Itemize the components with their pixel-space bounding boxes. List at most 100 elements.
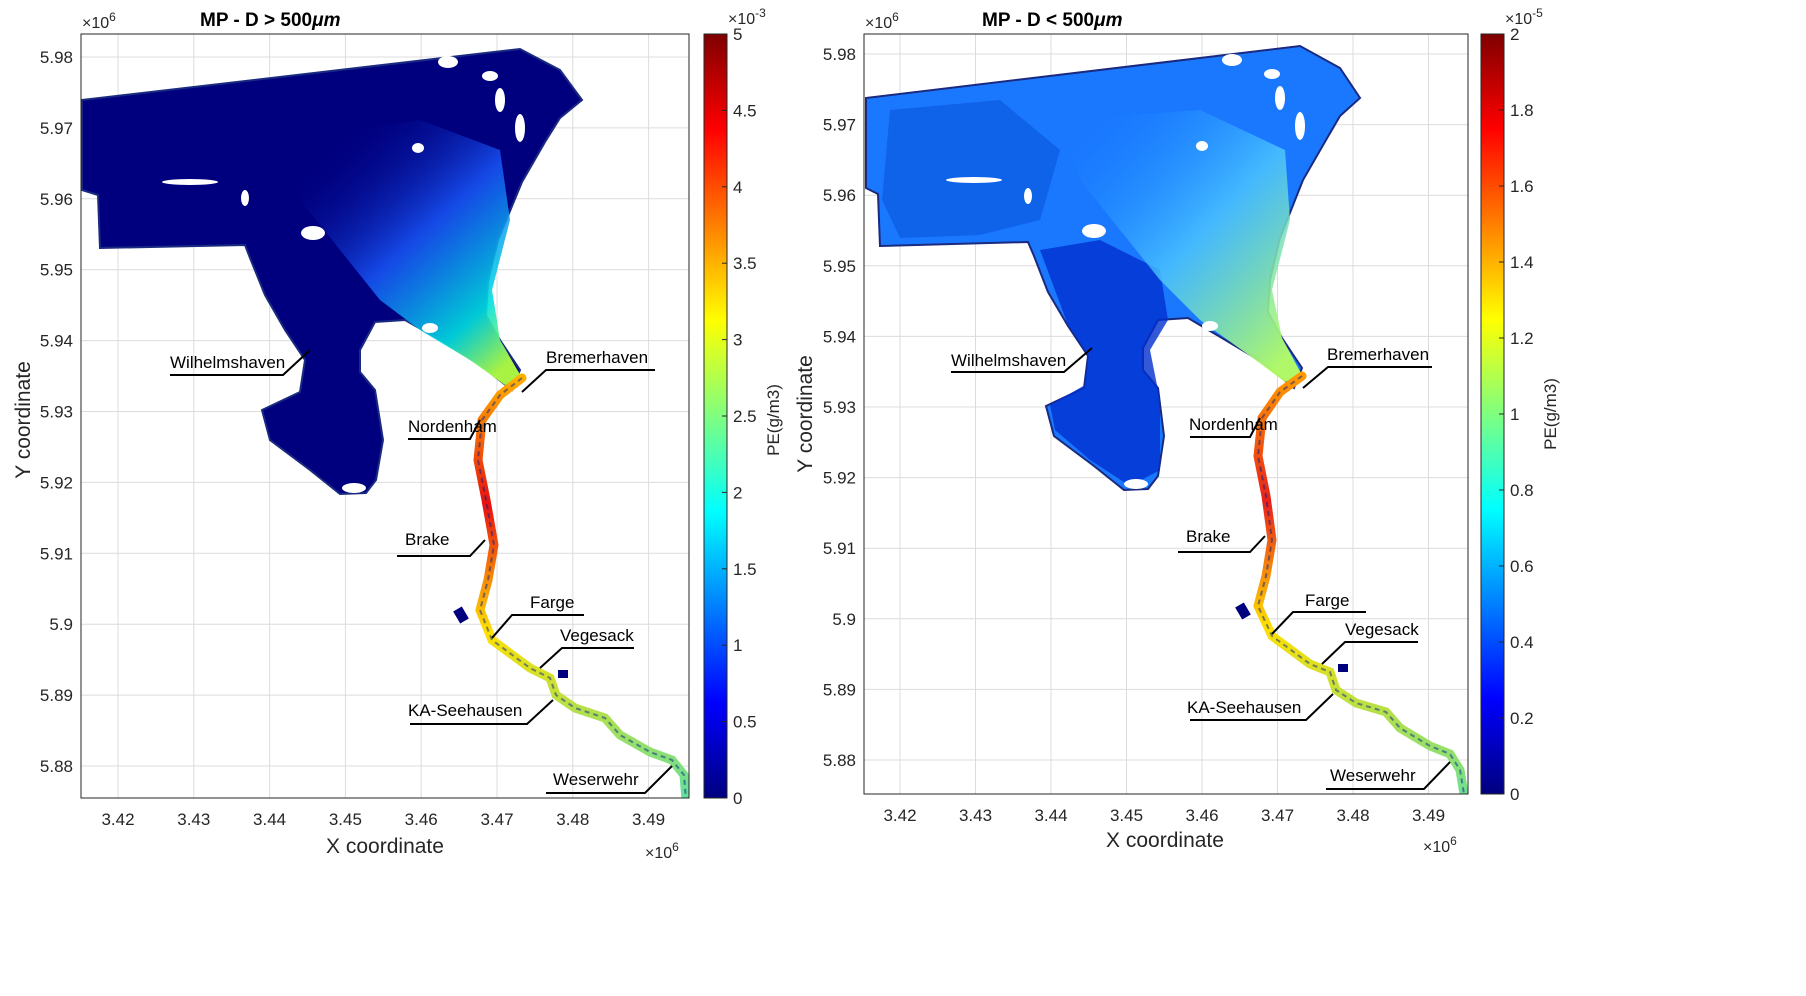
x-tick-label: 3.42	[101, 810, 134, 829]
colorbar-tick-label: 1	[1510, 405, 1519, 424]
label-wilhelmshaven: Wilhelmshaven	[951, 351, 1066, 370]
weser-river	[473, 373, 689, 798]
label-nordenham: Nordenham	[408, 417, 497, 436]
y-tick-label: 5.94	[40, 332, 73, 351]
colorbar-tick-label: 4.5	[733, 101, 757, 120]
y-axis-label: Y coordinate	[12, 361, 35, 479]
colorbar-tick-label: 1.4	[1510, 253, 1534, 272]
colorbar-label: PE(g/m3)	[764, 384, 783, 456]
map-panel-large-particles: 3.42 3.43 3.44 3.45 3.46 3.47 3.48 3.49 5.885.8…	[12, 6, 783, 862]
estuary-water-body	[81, 47, 584, 496]
y-tick-label: 5.9	[832, 610, 856, 629]
label-bremerhaven: Bremerhaven	[546, 348, 648, 367]
y-tick-labels: 5.88 5.89 5.9 5.91 5.92 5.93 5.94 5.95 5.96 5.97 5…	[823, 45, 856, 770]
y-tick-label: 5.89	[40, 686, 73, 705]
colorbar-label: PE(g/m3)	[1541, 378, 1560, 450]
x-tick-label: 3.46	[405, 810, 438, 829]
colorbar-tick-label: 1.2	[1510, 329, 1534, 348]
colorbar-tick-label: 0	[733, 789, 742, 808]
colorbar-tick-label: 1	[733, 636, 742, 655]
colorbar-tick-label: 0.4	[1510, 633, 1534, 652]
place-labels: Wilhelmshaven Bremerhaven Nordenham Brak…	[951, 345, 1451, 790]
label-brake: Brake	[405, 530, 449, 549]
concentration-plume	[1060, 110, 1302, 382]
label-vegesack: Vegesack	[1345, 620, 1419, 639]
colorbar-tick-label: 0.8	[1510, 481, 1534, 500]
colorbar-tick-label: 5	[733, 25, 742, 44]
y-tick-label: 5.96	[40, 190, 73, 209]
map-field	[865, 44, 1468, 794]
y-tick-label: 5.95	[40, 261, 73, 280]
x-tick-label: 3.43	[177, 810, 210, 829]
colorbar-exponent: ×10-3	[728, 6, 766, 28]
label-brake: Brake	[1186, 527, 1230, 546]
colorbar-tick-label: 3.5	[733, 254, 757, 273]
place-labels: Wilhelmshaven Bremerhaven Nordenham Brak…	[170, 348, 673, 794]
label-farge: Farge	[530, 593, 574, 612]
colorbar-tick-labels: 0 0.5 1 1.5 2 2.5 3 3.5 4 4.5 5	[722, 25, 757, 808]
y-tick-label: 5.98	[823, 45, 856, 64]
x-tick-label: 3.46	[1185, 806, 1218, 825]
x-tick-labels: 3.42 3.43 3.44 3.45 3.46 3.47 3.48 3.49	[101, 810, 665, 829]
y-tick-label: 5.97	[40, 119, 73, 138]
colorbar: 0 0.2 0.4 0.6 0.8 1 1.2 1.4 1.6 1.8 2 ×10-5 PE(g/m…	[1480, 6, 1560, 804]
y-tick-label: 5.97	[823, 116, 856, 135]
colorbar-tick-label: 2.5	[733, 407, 757, 426]
panel-title: MP - D > 500μm	[200, 10, 341, 31]
x-axis-label: X coordinate	[1106, 829, 1224, 852]
colorbar-tick-label: 0.2	[1510, 709, 1534, 728]
colorbar-tick-label: 1.5	[733, 560, 757, 579]
colorbar-tick-labels: 0 0.2 0.4 0.6 0.8 1 1.2 1.4 1.6 1.8 2	[1499, 25, 1534, 804]
panel-title: MP - D < 500μm	[982, 10, 1123, 31]
label-vegesack: Vegesack	[560, 626, 634, 645]
label-weserwehr: Weserwehr	[1330, 766, 1416, 785]
y-exponent: ×106	[865, 10, 899, 32]
colorbar-tick-label: 0	[1510, 785, 1519, 804]
y-axis-label: Y coordinate	[794, 355, 817, 473]
y-tick-label: 5.95	[823, 257, 856, 276]
label-ka-seehausen: KA-Seehausen	[1187, 698, 1301, 717]
x-tick-label: 3.45	[1110, 806, 1143, 825]
map-field	[81, 47, 689, 798]
colorbar-tick-label: 2	[1510, 25, 1519, 44]
label-nordenham: Nordenham	[1189, 415, 1278, 434]
x-tick-label: 3.48	[556, 810, 589, 829]
y-tick-label: 5.93	[823, 398, 856, 417]
map-panel-small-particles: 3.42 3.43 3.44 3.45 3.46 3.47 3.48 3.49 5.885.8…	[794, 6, 1560, 856]
y-tick-labels: 5.88 5.89 5.9 5.91 5.92 5.93 5.94 5.95 5.96 5.97 5…	[40, 48, 73, 776]
y-tick-label: 5.98	[40, 48, 73, 67]
y-tick-label: 5.88	[823, 751, 856, 770]
y-tick-label: 5.92	[40, 473, 73, 492]
y-tick-label: 5.88	[40, 757, 73, 776]
colorbar-tick-label: 3	[733, 331, 742, 350]
y-tick-label: 5.96	[823, 186, 856, 205]
label-wilhelmshaven: Wilhelmshaven	[170, 353, 285, 372]
x-tick-label: 3.43	[959, 806, 992, 825]
y-tick-label: 5.91	[40, 544, 73, 563]
y-tick-label: 5.93	[40, 403, 73, 422]
x-tick-label: 3.47	[480, 810, 513, 829]
colorbar-tick-label: 4	[733, 178, 742, 197]
tidal-islands	[162, 56, 525, 493]
x-tick-labels: 3.42 3.43 3.44 3.45 3.46 3.47 3.48 3.49	[883, 806, 1445, 825]
y-tick-label: 5.91	[823, 539, 856, 558]
label-bremerhaven: Bremerhaven	[1327, 345, 1429, 364]
x-tick-label: 3.45	[329, 810, 362, 829]
x-tick-label: 3.47	[1261, 806, 1294, 825]
label-weserwehr: Weserwehr	[553, 770, 639, 789]
concentration-plume	[280, 120, 522, 385]
colorbar-tick-label: 0.6	[1510, 557, 1534, 576]
colorbar-tick-label: 1.6	[1510, 177, 1534, 196]
x-exponent: ×106	[1423, 834, 1457, 856]
y-tick-label: 5.9	[49, 615, 73, 634]
weser-river	[1253, 371, 1468, 794]
colorbar-tick-label: 2	[733, 483, 742, 502]
colorbar-exponent: ×10-5	[1505, 6, 1543, 28]
colorbar: 0 0.5 1 1.5 2 2.5 3 3.5 4 4.5 5 ×10-3 PE(g/m3)	[703, 6, 783, 808]
x-exponent: ×106	[645, 840, 679, 862]
label-farge: Farge	[1305, 591, 1349, 610]
x-tick-label: 3.48	[1336, 806, 1369, 825]
colorbar-tick-label: 1.8	[1510, 101, 1534, 120]
y-exponent: ×106	[82, 10, 116, 32]
